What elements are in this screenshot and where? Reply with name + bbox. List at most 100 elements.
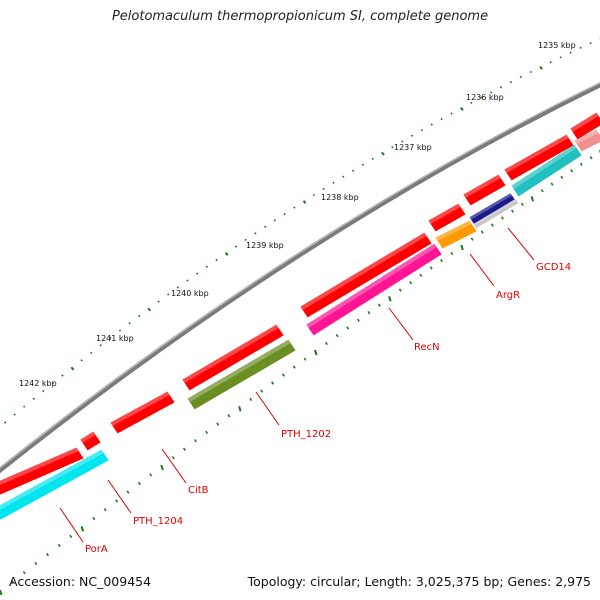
- inner-tick: [335, 333, 339, 338]
- outer-tick: [167, 293, 170, 296]
- outer-tick: [13, 413, 16, 416]
- outer-tick: [480, 96, 483, 99]
- gene-label[interactable]: PTH_1202: [281, 429, 331, 440]
- gene-label[interactable]: RecN: [414, 342, 440, 353]
- grey-feature[interactable]: [473, 198, 519, 229]
- pink-feature-highlight: [574, 129, 599, 144]
- gene-gcd14-feature[interactable]: [469, 193, 516, 225]
- scale-label: 1237 kbp: [394, 143, 432, 152]
- inner-tick: [260, 389, 264, 393]
- inner-tick: [540, 189, 544, 193]
- outer-tick: [215, 258, 218, 262]
- inner-tick: [138, 481, 141, 486]
- gene-pth1202-feature-highlight: [187, 339, 291, 402]
- outer-tick: [589, 42, 592, 45]
- outer-tick: [293, 206, 296, 209]
- inner-tick: [57, 543, 61, 548]
- inner-tick: [126, 490, 130, 494]
- leader-line: [388, 307, 414, 341]
- inner-tick: [460, 244, 464, 251]
- outer-tick: [410, 134, 414, 137]
- leader-line: [507, 227, 535, 261]
- cds-forward[interactable]: [80, 431, 101, 451]
- outer-tick: [70, 366, 75, 371]
- inner-tick: [409, 280, 413, 285]
- leader-line: [255, 391, 280, 426]
- map-title: Pelotomaculum thermopropionicum SI, comp…: [111, 9, 489, 24]
- gene-gcd14-feature-body: [469, 193, 516, 225]
- inner-tick: [271, 381, 274, 385]
- gene-label[interactable]: GCD14: [536, 262, 571, 273]
- cds-forward[interactable]: [428, 203, 466, 232]
- outer-tick: [99, 344, 102, 347]
- outer-tick: [283, 212, 286, 216]
- inner-tick: [440, 258, 443, 263]
- gene-recN-feature-body: [306, 243, 442, 336]
- outer-tick: [322, 187, 325, 191]
- inner-tick: [303, 357, 307, 361]
- gene-label[interactable]: PTH_1204: [133, 516, 183, 527]
- gene-label[interactable]: CitB: [188, 485, 209, 496]
- inner-tick: [227, 414, 231, 418]
- gene-label[interactable]: PorA: [85, 544, 108, 555]
- outer-tick: [176, 286, 180, 289]
- inner-tick: [149, 473, 153, 477]
- cds-forward-body: [110, 391, 175, 434]
- inner-tick: [46, 552, 49, 557]
- gene-argR-feature[interactable]: [435, 220, 477, 249]
- cds-forward-body: [428, 203, 466, 232]
- grey-feature-body: [473, 198, 519, 229]
- inner-tick: [34, 561, 38, 566]
- outer-tick: [80, 359, 83, 362]
- leader-line: [59, 507, 84, 543]
- inner-tick: [292, 365, 296, 369]
- inner-tick: [450, 251, 454, 256]
- cds-forward[interactable]: [463, 174, 506, 206]
- gene-gcd14-feature-highlight: [469, 193, 513, 220]
- cds-forward-body: [300, 232, 432, 318]
- inner-tick: [511, 209, 514, 213]
- gene-label[interactable]: ArgR: [496, 290, 520, 301]
- inner-tick: [216, 422, 220, 426]
- outer-tick: [509, 80, 513, 84]
- outer-tick: [234, 245, 238, 248]
- outer-tick: [302, 200, 307, 204]
- inner-tick: [520, 202, 524, 207]
- cds-forward[interactable]: [570, 112, 600, 140]
- gene-pth1202-feature[interactable]: [187, 339, 296, 410]
- outer-tick: [430, 123, 433, 126]
- outer-tick: [23, 405, 26, 408]
- cds-forward[interactable]: [300, 232, 432, 318]
- cds-forward[interactable]: [0, 447, 84, 498]
- cyan-feature[interactable]: [511, 144, 582, 197]
- gene-porA-feature-body: [0, 449, 109, 520]
- cds-forward-highlight: [0, 447, 79, 486]
- cds-forward-highlight: [463, 174, 501, 198]
- outer-tick: [205, 265, 209, 268]
- outer-tick: [381, 151, 385, 156]
- pink-feature[interactable]: [574, 129, 600, 152]
- scale-label: 1241 kbp: [96, 334, 134, 343]
- leader-lines: [59, 227, 535, 543]
- outer-tick: [118, 329, 122, 332]
- inner-tick: [171, 456, 175, 460]
- inner-tick: [398, 288, 402, 292]
- cds-forward[interactable]: [110, 391, 175, 434]
- inner-tick: [490, 223, 494, 227]
- outer-tick: [147, 307, 152, 312]
- inner-tick: [80, 526, 85, 532]
- gene-porA-feature[interactable]: [0, 449, 109, 524]
- gene-recN-feature[interactable]: [306, 243, 442, 336]
- inner-tick: [160, 464, 164, 471]
- outer-tick: [128, 322, 131, 325]
- cds-forward[interactable]: [182, 324, 284, 391]
- inner-tick: [377, 303, 381, 307]
- cds-forward-highlight: [110, 391, 170, 426]
- outer-tick: [224, 251, 229, 256]
- gene-argR-feature-body: [435, 220, 477, 249]
- cds-forward[interactable]: [504, 134, 574, 181]
- scale-label: 1242 kbp: [19, 379, 57, 388]
- gene-porA-feature-highlight: [0, 449, 104, 510]
- inner-tick: [249, 397, 253, 402]
